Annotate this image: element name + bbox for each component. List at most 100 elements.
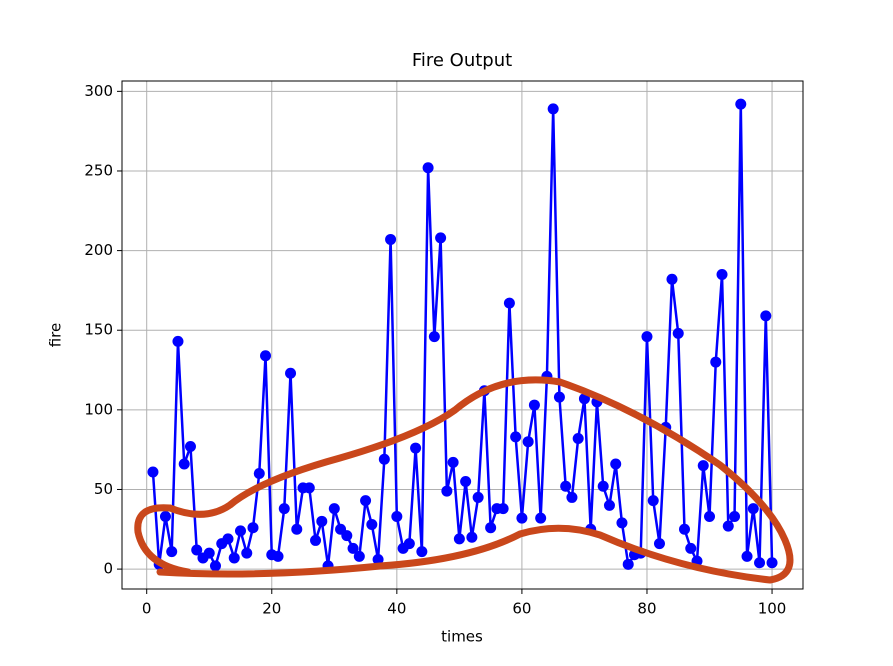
data-point bbox=[447, 456, 459, 468]
data-point bbox=[178, 458, 190, 470]
x-tick-label: 60 bbox=[512, 600, 531, 618]
data-point bbox=[697, 460, 709, 472]
data-point bbox=[222, 533, 234, 545]
data-point bbox=[616, 517, 628, 529]
data-point bbox=[278, 503, 290, 515]
data-point bbox=[316, 515, 328, 527]
data-point bbox=[328, 503, 340, 515]
data-point bbox=[466, 531, 478, 543]
data-point bbox=[528, 399, 540, 411]
data-point bbox=[553, 391, 565, 403]
data-point bbox=[191, 544, 203, 556]
data-point bbox=[704, 511, 716, 523]
data-point bbox=[522, 436, 534, 448]
y-axis-label: fire bbox=[47, 323, 65, 348]
data-point bbox=[410, 442, 422, 454]
data-point bbox=[347, 542, 359, 554]
data-point bbox=[566, 491, 578, 503]
data-point bbox=[535, 512, 547, 524]
data-point bbox=[291, 523, 303, 535]
data-point bbox=[159, 511, 171, 523]
data-point bbox=[672, 327, 684, 339]
data-point bbox=[716, 268, 728, 280]
data-point bbox=[760, 310, 772, 322]
x-tick-label: 100 bbox=[758, 600, 787, 618]
data-point bbox=[622, 558, 634, 570]
data-point bbox=[472, 491, 484, 503]
plot-area: 0 50 100 150 200 250 300 0 20 40 60 80 100 bbox=[84, 81, 803, 618]
data-point bbox=[341, 530, 353, 542]
axes-frame bbox=[121, 80, 804, 590]
data-point bbox=[560, 480, 572, 492]
data-point bbox=[260, 350, 272, 362]
data-point bbox=[310, 534, 322, 546]
data-point bbox=[172, 335, 184, 347]
data-point bbox=[391, 511, 403, 523]
data-point bbox=[228, 552, 240, 564]
data-point bbox=[510, 431, 522, 443]
data-point bbox=[435, 232, 447, 244]
data-point bbox=[685, 542, 697, 554]
data-point bbox=[235, 525, 247, 537]
y-tick-label: 200 bbox=[84, 241, 113, 259]
data-point bbox=[453, 533, 465, 545]
data-point bbox=[641, 331, 653, 343]
chart-title: Fire Output bbox=[412, 50, 512, 71]
data-point bbox=[572, 433, 584, 445]
y-tick-label: 250 bbox=[84, 161, 113, 179]
data-point bbox=[366, 519, 378, 531]
data-point bbox=[516, 512, 528, 524]
x-tick-label: 20 bbox=[262, 600, 281, 618]
data-point bbox=[460, 476, 472, 488]
data-point bbox=[766, 557, 778, 569]
data-point bbox=[416, 546, 428, 558]
x-tick-label: 40 bbox=[387, 600, 406, 618]
data-point bbox=[241, 547, 253, 559]
data-point bbox=[203, 547, 215, 559]
data-point bbox=[666, 273, 678, 285]
data-point bbox=[353, 550, 365, 562]
data-point bbox=[385, 233, 397, 245]
data-point bbox=[497, 503, 509, 515]
data-point bbox=[247, 522, 259, 534]
data-point bbox=[678, 523, 690, 535]
data-point bbox=[754, 557, 766, 569]
data-point bbox=[597, 480, 609, 492]
data-point bbox=[360, 495, 372, 507]
data-point bbox=[403, 538, 415, 550]
y-tick-label: 0 bbox=[103, 560, 113, 578]
x-tick-label: 80 bbox=[637, 600, 656, 618]
hand-drawn-annotation bbox=[134, 376, 794, 584]
data-point bbox=[547, 103, 559, 115]
data-point bbox=[710, 356, 722, 368]
data-point bbox=[147, 466, 159, 478]
x-axis-label: times bbox=[441, 628, 483, 646]
data-point bbox=[378, 453, 390, 465]
y-tick-label: 300 bbox=[84, 82, 113, 100]
data-point bbox=[722, 520, 734, 532]
data-point bbox=[166, 546, 178, 558]
data-point bbox=[653, 538, 665, 550]
x-tick-label: 0 bbox=[142, 600, 152, 618]
data-point bbox=[741, 550, 753, 562]
data-point bbox=[747, 503, 759, 515]
data-point bbox=[610, 458, 622, 470]
data-point bbox=[372, 554, 384, 566]
data-point bbox=[647, 495, 659, 507]
data-point bbox=[428, 331, 440, 343]
series-line bbox=[151, 104, 774, 570]
y-tick-label: 50 bbox=[94, 480, 113, 498]
data-point bbox=[603, 499, 615, 511]
data-point bbox=[422, 162, 434, 174]
data-point bbox=[735, 98, 747, 110]
data-point bbox=[441, 485, 453, 497]
data-point bbox=[285, 367, 297, 379]
data-point bbox=[485, 522, 497, 534]
data-point bbox=[303, 482, 315, 494]
data-point bbox=[503, 297, 515, 309]
data-point bbox=[184, 440, 196, 452]
data-point bbox=[272, 550, 284, 562]
y-tick-label: 150 bbox=[84, 321, 113, 339]
data-point bbox=[253, 468, 265, 480]
